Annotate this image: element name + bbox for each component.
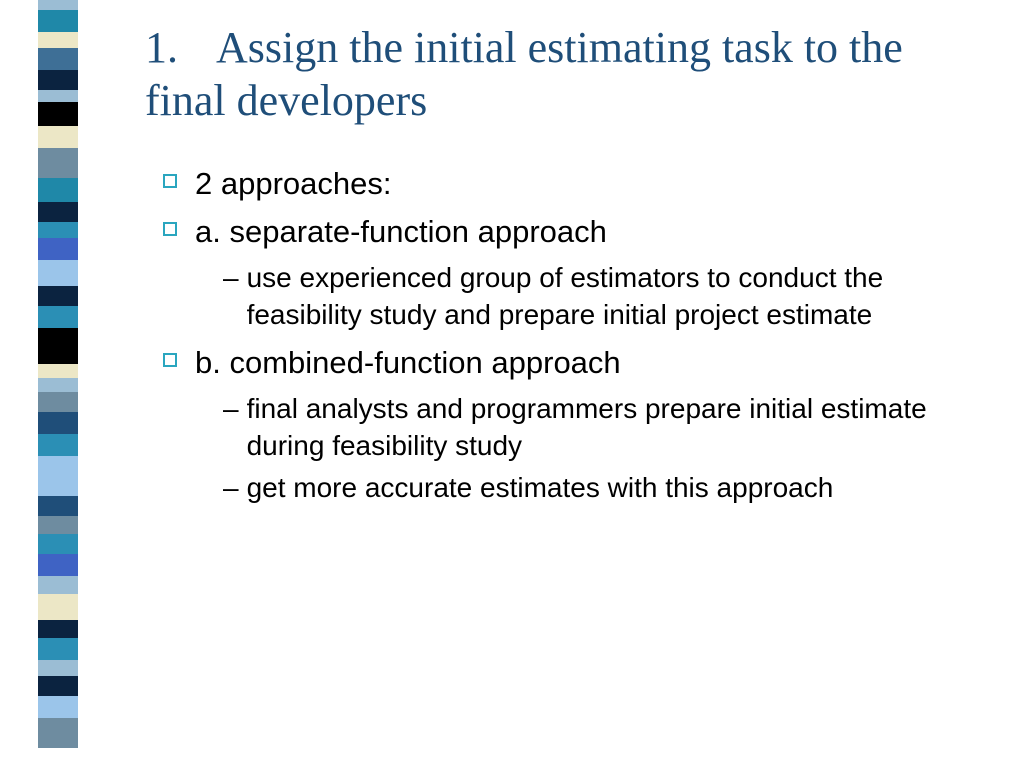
list-item-text: a. separate-function approach <box>195 212 607 252</box>
slide-title: 1.Assign the initial estimating task to … <box>145 22 994 128</box>
slide-content: 1.Assign the initial estimating task to … <box>145 22 994 516</box>
list-item: b. combined-function approach <box>163 343 994 383</box>
decorative-stripe <box>38 0 78 768</box>
square-bullet-icon <box>163 353 177 367</box>
dash-bullet-icon: – <box>223 391 239 427</box>
list-item: a. separate-function approach <box>163 212 994 252</box>
list-item-text: 2 approaches: <box>195 164 391 204</box>
sub-list-item: – final analysts and programmers prepare… <box>223 391 994 464</box>
title-text: Assign the initial estimating task to th… <box>145 23 903 125</box>
sub-list-item-text: use experienced group of estimators to c… <box>247 260 994 333</box>
sub-list-item: – use experienced group of estimators to… <box>223 260 994 333</box>
list-item-text: b. combined-function approach <box>195 343 621 383</box>
sub-list: – use experienced group of estimators to… <box>163 260 994 333</box>
dash-bullet-icon: – <box>223 260 239 296</box>
sub-list-item-text: get more accurate estimates with this ap… <box>247 470 834 506</box>
square-bullet-icon <box>163 174 177 188</box>
title-number: 1. <box>145 22 178 75</box>
body-list: 2 approaches: a. separate-function appro… <box>145 164 994 507</box>
dash-bullet-icon: – <box>223 470 239 506</box>
sub-list: – final analysts and programmers prepare… <box>163 391 994 506</box>
sub-list-item: – get more accurate estimates with this … <box>223 470 994 506</box>
list-item: 2 approaches: <box>163 164 994 204</box>
sub-list-item-text: final analysts and programmers prepare i… <box>247 391 994 464</box>
square-bullet-icon <box>163 222 177 236</box>
